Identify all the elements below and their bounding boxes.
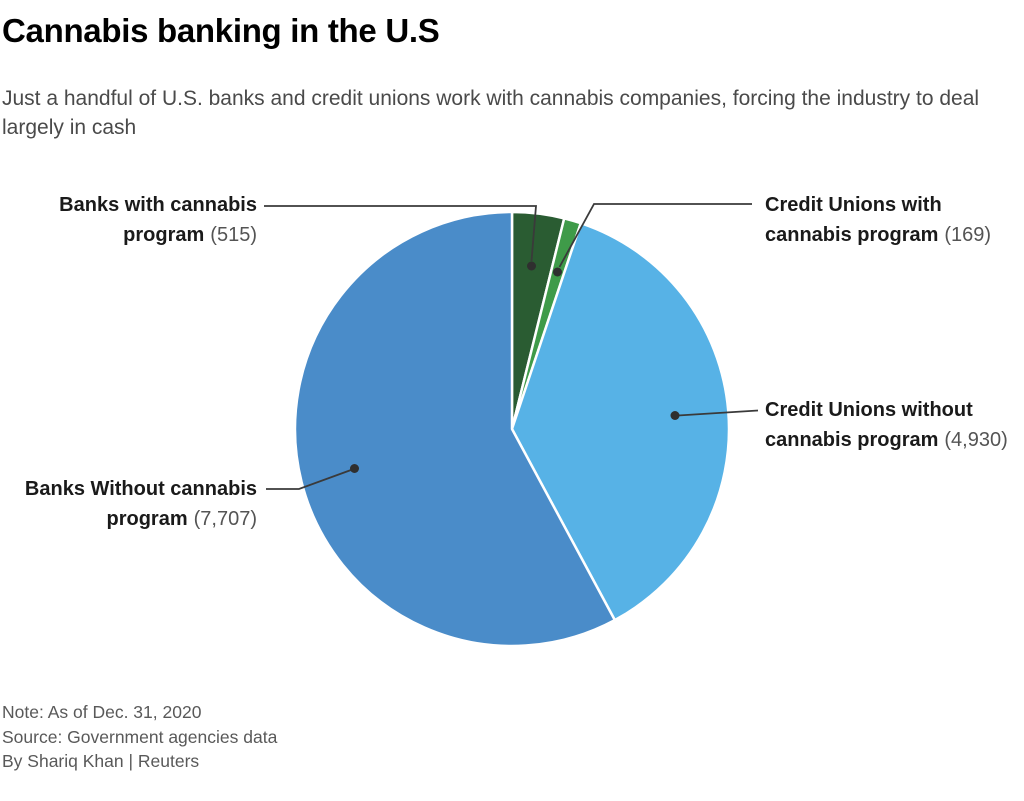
leader-dot-credit-unions-without-program	[670, 411, 680, 420]
chart-title: Cannabis banking in the U.S	[2, 12, 440, 49]
callout-value: (515)	[210, 224, 257, 246]
footer-note: Note: As of Dec. 31, 2020	[2, 702, 202, 722]
leader-dot-credit-unions-with-program	[553, 267, 562, 277]
pie-slice-3	[293, 210, 617, 648]
callout-line: Credit Unions with	[765, 190, 991, 220]
callout-credit-unions-without-program: Credit Unions without cannabis program (4…	[765, 395, 1008, 455]
chart-subtitle: Just a handful of U.S. banks and credit …	[2, 87, 980, 139]
callout-label: Credit Unions without	[765, 399, 973, 421]
callout-label: cannabis program	[765, 429, 939, 451]
callout-banks-with-program: Banks with cannabis program (515)	[0, 190, 257, 250]
pie-slice-2	[510, 221, 731, 622]
leader-line-credit-unions-without-program	[677, 409, 759, 417]
callout-line: program (515)	[0, 220, 257, 250]
callout-label: Credit Unions with	[765, 194, 942, 216]
leader-line-credit-unions-with-program	[558, 203, 752, 268]
callout-label: cannabis program	[765, 224, 939, 246]
callout-banks-without-program: Banks Without cannabis program (7,707)	[0, 474, 257, 534]
pie-slices-group	[293, 210, 731, 648]
callout-label: program	[106, 508, 188, 530]
callout-label: Banks with cannabis	[59, 194, 257, 216]
callout-line: cannabis program (4,930)	[765, 425, 1008, 455]
callout-label: program	[123, 224, 205, 246]
callout-line: program (7,707)	[0, 504, 258, 534]
leader-dot-banks-with-program	[527, 261, 536, 271]
leader-line-banks-without-program	[266, 469, 352, 490]
leader-lines-group	[264, 203, 759, 490]
footer-source: Source: Government agencies data	[2, 726, 278, 747]
callout-credit-unions-with-program: Credit Unions with cannabis program (169)	[765, 190, 991, 250]
callout-value: (169)	[944, 224, 992, 246]
callout-label: Banks Without cannabis	[24, 478, 257, 500]
callout-line: Banks with cannabis	[0, 190, 257, 220]
footer-byline: By Shariq Khan | Reuters	[2, 751, 200, 771]
leader-line-banks-with-program	[264, 205, 537, 262]
callout-line: cannabis program (169)	[765, 220, 991, 250]
leader-dot-banks-without-program	[350, 464, 359, 473]
callout-line: Credit Unions without	[765, 395, 1008, 425]
callout-value: (7,707)	[193, 508, 257, 530]
callout-value: (4,930)	[944, 429, 1008, 451]
callout-line: Banks Without cannabis	[0, 474, 257, 504]
footer-notes: Note: As of Dec. 31, 2020 Source: Govern…	[2, 700, 277, 774]
